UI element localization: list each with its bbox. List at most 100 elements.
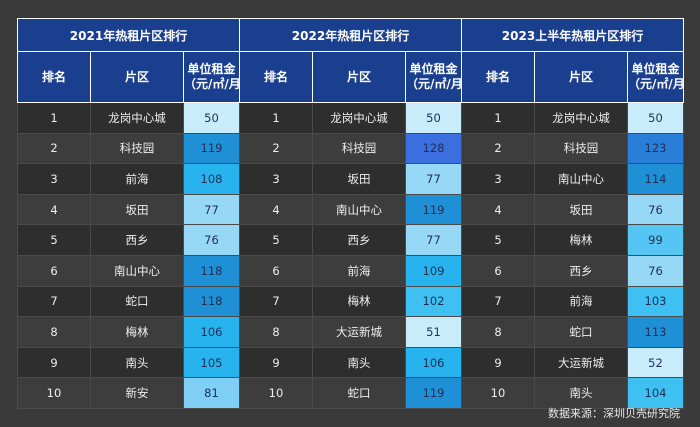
table-row: 6 南山中心 118 6 前海 109 6 西乡 76 <box>17 254 684 287</box>
rank-cell: 1 <box>239 102 313 134</box>
rank-cell: 3 <box>17 163 91 195</box>
area-cell: 蛇口 <box>534 316 628 348</box>
panel-title-2023h1: 2023上半年热租片区排行 <box>461 18 684 52</box>
rank-cell: 5 <box>17 224 91 256</box>
header-rent: 单位租金（元/㎡/月） <box>405 51 462 103</box>
area-cell: 南山中心 <box>312 193 406 226</box>
table-row: 3 前海 108 3 坂田 77 3 南山中心 114 <box>17 163 684 195</box>
rent-cell: 81 <box>183 377 240 409</box>
rank-cell: 8 <box>17 316 91 348</box>
rent-cell: 119 <box>183 132 240 165</box>
rent-cell: 114 <box>627 163 684 195</box>
header-rent: 单位租金（元/㎡/月） <box>183 51 240 103</box>
table-row: 5 西乡 76 5 西乡 77 5 梅林 99 <box>17 224 684 256</box>
header-rank: 排名 <box>17 51 91 103</box>
area-cell: 南头 <box>90 346 184 379</box>
panel-title-2022: 2022年热租片区排行 <box>239 18 462 52</box>
rank-cell: 3 <box>461 163 535 195</box>
rent-cell: 76 <box>627 254 684 287</box>
rent-cell: 106 <box>183 316 240 348</box>
header-rank: 排名 <box>239 51 313 103</box>
rank-cell: 2 <box>17 132 91 165</box>
area-cell: 梅林 <box>534 224 628 256</box>
area-cell: 大运新城 <box>534 346 628 379</box>
rent-cell: 105 <box>183 346 240 379</box>
header-area: 片区 <box>312 51 406 103</box>
rent-cell: 106 <box>405 346 462 379</box>
rank-cell: 7 <box>17 285 91 318</box>
area-cell: 龙岗中心城 <box>534 102 628 134</box>
column-header-row: 排名 片区 单位租金（元/㎡/月） 排名 片区 单位租金（元/㎡/月） 排名 片… <box>17 51 684 103</box>
rank-cell: 5 <box>461 224 535 256</box>
area-cell: 坂田 <box>534 193 628 226</box>
header-rent-unit: （元/㎡/月） <box>628 77 683 91</box>
rent-cell: 108 <box>183 163 240 195</box>
area-cell: 梅林 <box>90 316 184 348</box>
area-cell: 西乡 <box>312 224 406 256</box>
rank-cell: 7 <box>461 285 535 318</box>
rent-cell: 123 <box>627 132 684 165</box>
area-cell: 南山中心 <box>90 254 184 287</box>
rent-cell: 128 <box>405 132 462 165</box>
area-cell: 前海 <box>90 163 184 195</box>
table-row: 8 梅林 106 8 大运新城 51 8 蛇口 113 <box>17 316 684 348</box>
rent-cell: 104 <box>627 377 684 409</box>
rank-cell: 4 <box>17 193 91 226</box>
rank-cell: 6 <box>239 254 313 287</box>
area-cell: 新安 <box>90 377 184 409</box>
rank-cell: 10 <box>461 377 535 409</box>
ranking-table-wrapper: 2021年热租片区排行 2022年热租片区排行 2023上半年热租片区排行 排名… <box>17 18 684 409</box>
area-cell: 南头 <box>534 377 628 409</box>
rank-cell: 8 <box>239 316 313 348</box>
rent-cell: 77 <box>405 163 462 195</box>
area-cell: 西乡 <box>534 254 628 287</box>
header-rent-unit: （元/㎡/月） <box>406 77 461 91</box>
area-cell: 南山中心 <box>534 163 628 195</box>
table-row: 1 龙岗中心城 50 1 龙岗中心城 50 1 龙岗中心城 50 <box>17 102 684 134</box>
table-row: 7 蛇口 118 7 梅林 102 7 前海 103 <box>17 285 684 318</box>
rank-cell: 4 <box>461 193 535 226</box>
rent-cell: 102 <box>405 285 462 318</box>
rent-cell: 119 <box>405 377 462 409</box>
rent-cell: 119 <box>405 193 462 226</box>
rank-cell: 3 <box>239 163 313 195</box>
area-cell: 科技园 <box>90 132 184 165</box>
header-rent-label: 单位租金 <box>409 62 458 76</box>
area-cell: 西乡 <box>90 224 184 256</box>
rank-cell: 1 <box>17 102 91 134</box>
area-cell: 梅林 <box>312 285 406 318</box>
area-cell: 蛇口 <box>312 377 406 409</box>
ranking-body: 1 龙岗中心城 50 1 龙岗中心城 50 1 龙岗中心城 50 2 科技园 119 2 科技园 128 2 科… <box>17 102 684 409</box>
header-area: 片区 <box>534 51 628 103</box>
area-cell: 龙岗中心城 <box>90 102 184 134</box>
rent-cell: 118 <box>183 285 240 318</box>
rent-cell: 50 <box>627 102 684 134</box>
table-row: 4 坂田 77 4 南山中心 119 4 坂田 76 <box>17 193 684 226</box>
table-row: 10 新安 81 10 蛇口 119 10 南头 104 <box>17 377 684 409</box>
rank-cell: 2 <box>239 132 313 165</box>
header-area: 片区 <box>90 51 184 103</box>
rent-cell: 77 <box>405 224 462 256</box>
rent-cell: 50 <box>183 102 240 134</box>
rank-cell: 10 <box>239 377 313 409</box>
header-rank: 排名 <box>461 51 535 103</box>
area-cell: 坂田 <box>312 163 406 195</box>
header-rent-label: 单位租金 <box>631 62 680 76</box>
rank-cell: 2 <box>461 132 535 165</box>
table-row: 9 南头 105 9 南头 106 9 大运新城 52 <box>17 346 684 379</box>
rank-cell: 6 <box>17 254 91 287</box>
rent-cell: 52 <box>627 346 684 379</box>
rent-cell: 103 <box>627 285 684 318</box>
rank-cell: 7 <box>239 285 313 318</box>
panel-title-2021: 2021年热租片区排行 <box>17 18 240 52</box>
rent-cell: 51 <box>405 316 462 348</box>
rent-cell: 76 <box>627 193 684 226</box>
panel-title-row: 2021年热租片区排行 2022年热租片区排行 2023上半年热租片区排行 <box>17 18 684 52</box>
header-rent: 单位租金（元/㎡/月） <box>627 51 684 103</box>
rank-cell: 1 <box>461 102 535 134</box>
rent-cell: 77 <box>183 193 240 226</box>
rank-cell: 6 <box>461 254 535 287</box>
area-cell: 龙岗中心城 <box>312 102 406 134</box>
rank-cell: 9 <box>461 346 535 379</box>
area-cell: 前海 <box>534 285 628 318</box>
